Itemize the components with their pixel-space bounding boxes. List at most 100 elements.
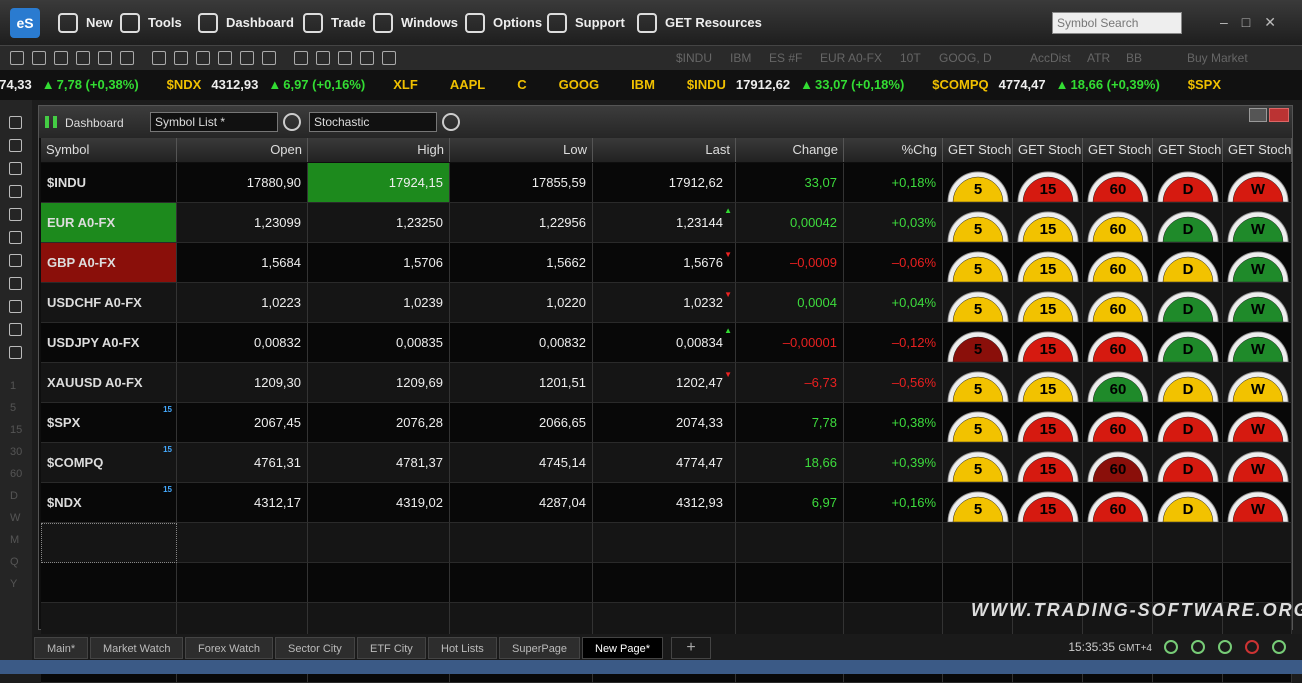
toolbar-study[interactable]: AccDist bbox=[1030, 51, 1071, 65]
interval[interactable]: D bbox=[10, 490, 18, 502]
stoch-gauge[interactable]: 15 bbox=[1016, 326, 1080, 363]
stoch-gauge[interactable]: 60 bbox=[1086, 246, 1150, 283]
stoch-gauge[interactable]: 5 bbox=[946, 286, 1010, 323]
symbol-cell[interactable]: USDJPY A0-FX bbox=[41, 323, 177, 363]
stoch-gauge[interactable]: 5 bbox=[946, 326, 1010, 363]
menu-item[interactable]: Tools bbox=[120, 10, 182, 36]
status-icon[interactable] bbox=[1272, 640, 1286, 654]
stoch-gauge[interactable]: 15 bbox=[1016, 406, 1080, 443]
stoch-gauge[interactable]: W bbox=[1226, 446, 1290, 483]
settings-button[interactable] bbox=[442, 113, 460, 131]
tool-button[interactable] bbox=[10, 51, 24, 65]
status-icon[interactable] bbox=[1191, 640, 1205, 654]
side-tool[interactable] bbox=[9, 116, 22, 129]
stoch-gauge[interactable]: D bbox=[1156, 326, 1220, 363]
interval[interactable]: Q bbox=[10, 556, 19, 568]
symbol-cell[interactable]: XAUUSD A0-FX bbox=[41, 363, 177, 403]
stoch-gauge[interactable]: 60 bbox=[1086, 486, 1150, 523]
tool-button[interactable] bbox=[196, 51, 210, 65]
symbol-cell[interactable]: $INDU bbox=[41, 163, 177, 203]
side-tool[interactable] bbox=[9, 185, 22, 198]
stoch-gauge[interactable]: 15 bbox=[1016, 486, 1080, 523]
interval[interactable]: 15 bbox=[10, 424, 23, 436]
symbol-cell[interactable]: $COMPQ 15 bbox=[41, 443, 177, 483]
stoch-gauge[interactable]: 15 bbox=[1016, 446, 1080, 483]
app-logo[interactable]: eS bbox=[10, 8, 40, 38]
tool-button[interactable] bbox=[360, 51, 374, 65]
tool-button[interactable] bbox=[98, 51, 112, 65]
side-tool[interactable] bbox=[9, 208, 22, 221]
status-icon[interactable] bbox=[1218, 640, 1232, 654]
stoch-gauge[interactable]: D bbox=[1156, 366, 1220, 403]
stoch-gauge[interactable]: 5 bbox=[946, 406, 1010, 443]
menu-item[interactable]: New bbox=[58, 10, 113, 36]
stoch-gauge[interactable]: 5 bbox=[946, 246, 1010, 283]
tool-button[interactable] bbox=[316, 51, 330, 65]
toolbar-symbol[interactable]: GOOG, D bbox=[939, 51, 992, 65]
tab[interactable]: New Page* bbox=[582, 637, 664, 659]
status-icon[interactable] bbox=[1164, 640, 1178, 654]
symbol-search[interactable]: Symbol Search bbox=[1052, 12, 1182, 34]
stoch-gauge[interactable]: D bbox=[1156, 406, 1220, 443]
side-tool[interactable] bbox=[9, 277, 22, 290]
symbol-cell[interactable]: GBP A0-FX bbox=[41, 243, 177, 283]
toolbar-symbol[interactable]: EUR A0-FX bbox=[820, 51, 883, 65]
stoch-gauge[interactable]: 60 bbox=[1086, 286, 1150, 323]
toolbar-symbol[interactable]: 10T bbox=[900, 51, 921, 65]
study-dropdown[interactable]: Stochastic bbox=[309, 112, 437, 132]
stoch-gauge[interactable]: 5 bbox=[946, 366, 1010, 403]
stoch-gauge[interactable]: D bbox=[1156, 206, 1220, 243]
tool-button[interactable] bbox=[294, 51, 308, 65]
interval[interactable]: 5 bbox=[10, 402, 17, 414]
stoch-gauge[interactable]: W bbox=[1226, 486, 1290, 523]
tool-button[interactable] bbox=[262, 51, 276, 65]
add-tab-button[interactable]: + bbox=[671, 637, 711, 659]
toolbar-study[interactable]: BB bbox=[1126, 51, 1143, 65]
menu-item[interactable]: Trade bbox=[303, 10, 366, 36]
stoch-gauge[interactable]: 5 bbox=[946, 206, 1010, 243]
stoch-gauge[interactable]: 15 bbox=[1016, 206, 1080, 243]
stoch-gauge[interactable]: 5 bbox=[946, 486, 1010, 523]
interval[interactable]: 1 bbox=[10, 380, 17, 392]
close-button[interactable] bbox=[1269, 108, 1289, 122]
side-tool[interactable] bbox=[9, 323, 22, 336]
side-tool[interactable] bbox=[9, 254, 22, 267]
side-tool[interactable] bbox=[9, 139, 22, 152]
symbol-cell[interactable]: EUR A0-FX bbox=[41, 203, 177, 243]
stoch-gauge[interactable]: 5 bbox=[946, 446, 1010, 483]
stoch-gauge[interactable]: D bbox=[1156, 446, 1220, 483]
tool-button[interactable] bbox=[76, 51, 90, 65]
settings-button[interactable] bbox=[283, 113, 301, 131]
tab[interactable]: ETF City bbox=[357, 637, 426, 659]
toolbar-symbol[interactable]: IBM bbox=[730, 51, 752, 65]
menu-item[interactable]: Windows bbox=[373, 10, 458, 36]
stoch-gauge[interactable]: W bbox=[1226, 326, 1290, 363]
stoch-gauge[interactable]: W bbox=[1226, 246, 1290, 283]
toolbar-symbol[interactable]: $INDU bbox=[676, 51, 713, 65]
status-icon[interactable] bbox=[1245, 640, 1259, 654]
stoch-gauge[interactable]: W bbox=[1226, 286, 1290, 323]
list-dropdown[interactable]: Symbol List * bbox=[150, 112, 278, 132]
restore-button[interactable] bbox=[1249, 108, 1267, 122]
tool-button[interactable] bbox=[120, 51, 134, 65]
menu-item[interactable]: GET Resources bbox=[637, 10, 762, 36]
side-tool[interactable] bbox=[9, 162, 22, 175]
interval[interactable]: W bbox=[10, 512, 21, 524]
tool-button[interactable] bbox=[338, 51, 352, 65]
interval[interactable]: 30 bbox=[10, 446, 23, 458]
stoch-gauge[interactable]: W bbox=[1226, 166, 1290, 203]
stoch-gauge[interactable]: D bbox=[1156, 246, 1220, 283]
toolbar-order[interactable]: Buy Market bbox=[1187, 51, 1248, 65]
menu-item[interactable]: Support bbox=[547, 10, 625, 36]
tool-button[interactable] bbox=[174, 51, 188, 65]
stoch-gauge[interactable]: D bbox=[1156, 286, 1220, 323]
tool-button[interactable] bbox=[152, 51, 166, 65]
stoch-gauge[interactable]: 15 bbox=[1016, 366, 1080, 403]
window-controls[interactable]: –□✕ bbox=[1220, 14, 1290, 30]
interval[interactable]: Y bbox=[10, 578, 18, 590]
symbol-cell[interactable]: $NDX 15 bbox=[41, 483, 177, 523]
stoch-gauge[interactable]: 60 bbox=[1086, 366, 1150, 403]
stoch-gauge[interactable]: 60 bbox=[1086, 326, 1150, 363]
tab[interactable]: Forex Watch bbox=[185, 637, 273, 659]
stoch-gauge[interactable]: D bbox=[1156, 486, 1220, 523]
